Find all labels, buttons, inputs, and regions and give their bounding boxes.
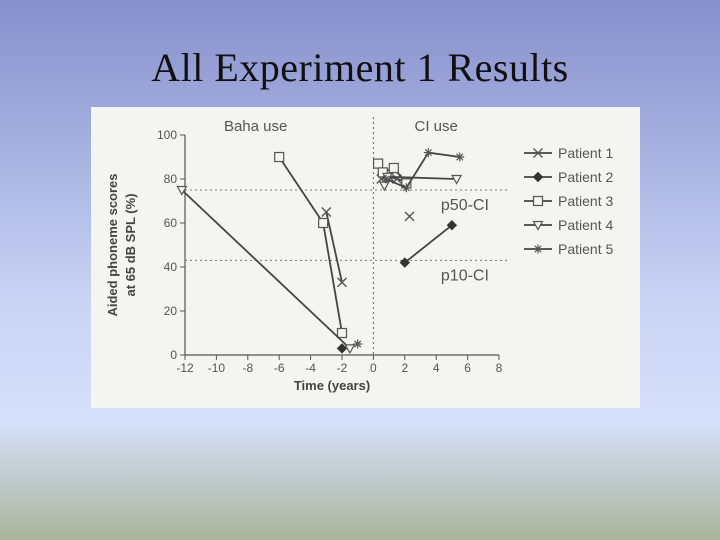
series-line — [278, 156, 343, 334]
data-point — [423, 148, 433, 158]
x-axis-title: Time (years) — [294, 378, 370, 393]
data-point — [533, 244, 543, 254]
series-patient-2 — [336, 219, 458, 354]
legend-label: Patient 1 — [558, 145, 613, 161]
x-tick-label: 4 — [433, 361, 440, 375]
data-point — [455, 152, 465, 162]
y-tick-label: 40 — [164, 260, 178, 274]
series-line — [404, 224, 453, 264]
legend-label: Patient 3 — [558, 193, 613, 209]
y-tick-label: 0 — [170, 348, 177, 362]
data-point — [399, 257, 411, 268]
chart: 0 20 40 60 80 100 -12 -10 -8 -6 -4 -2 0 2 4 6 8 Time (ye… — [105, 117, 613, 393]
data-point — [532, 220, 544, 231]
chart-reference-lines — [185, 117, 509, 355]
y-axis-title-line-2: at 65 dB SPL (%) — [123, 193, 138, 296]
legend-label: Patient 2 — [558, 169, 613, 185]
data-point — [401, 183, 411, 193]
chart-legend: Patient 1 Patient 2 Patient 3 Patient 4 Pati… — [524, 145, 613, 257]
chart-labels: Time (years) Aided phoneme scores at 65 dB… — [105, 118, 489, 393]
x-tick-label: 6 — [464, 361, 471, 375]
x-tick-label: 2 — [401, 361, 408, 375]
series-line — [385, 151, 460, 189]
slide-title: All Experiment 1 Results — [151, 45, 569, 90]
data-point — [373, 158, 384, 169]
data-point — [336, 343, 348, 354]
data-point — [337, 277, 347, 288]
data-point — [176, 185, 188, 196]
y-tick-label: 60 — [164, 216, 178, 230]
series-patient-4 — [176, 172, 463, 355]
y-tick-label: 100 — [157, 128, 177, 142]
data-point — [318, 217, 329, 229]
data-point — [378, 181, 390, 192]
chart-axes: 0 20 40 60 80 100 -12 -10 -8 -6 -4 -2 0 2 4 6 8 — [157, 128, 503, 375]
data-point — [388, 162, 399, 174]
data-point — [336, 327, 348, 339]
data-point — [344, 344, 356, 355]
data-point — [446, 219, 458, 231]
x-tick-label: -10 — [208, 361, 226, 375]
legend-label: Patient 5 — [558, 241, 613, 257]
reference-line-label: p50-CI — [441, 197, 489, 214]
y-tick-label: 80 — [164, 172, 178, 186]
data-point — [381, 174, 391, 184]
data-point — [532, 171, 544, 183]
data-point — [377, 167, 388, 178]
series-line — [325, 211, 343, 283]
x-tick-label: 0 — [370, 361, 377, 375]
legend-label: Patient 4 — [558, 217, 613, 233]
x-tick-label: -12 — [176, 361, 194, 375]
data-point — [533, 148, 543, 158]
data-point — [451, 174, 463, 185]
x-tick-label: 8 — [496, 361, 503, 375]
y-axis-title-line-1: Aided phoneme scores — [105, 173, 120, 316]
data-point — [404, 211, 415, 222]
figure-panel: 0 20 40 60 80 100 -12 -10 -8 -6 -4 -2 0 2 4 6 8 Time (ye… — [91, 107, 640, 408]
data-point — [274, 151, 285, 163]
reference-line-label: p10-CI — [441, 267, 489, 284]
series-patient-5 — [353, 148, 465, 349]
series-patient-1 — [321, 171, 415, 288]
data-point — [321, 207, 332, 217]
region-label-ci: CI use — [415, 118, 458, 135]
chart-series — [176, 148, 465, 355]
data-point — [353, 339, 363, 349]
region-label-baha: Baha use — [224, 118, 287, 135]
series-line — [181, 189, 351, 350]
x-tick-label: -4 — [305, 361, 316, 375]
x-tick-label: -6 — [274, 361, 285, 375]
data-point — [532, 195, 544, 207]
y-tick-label: 20 — [164, 304, 178, 318]
x-tick-label: -2 — [337, 361, 348, 375]
x-tick-label: -8 — [242, 361, 253, 375]
